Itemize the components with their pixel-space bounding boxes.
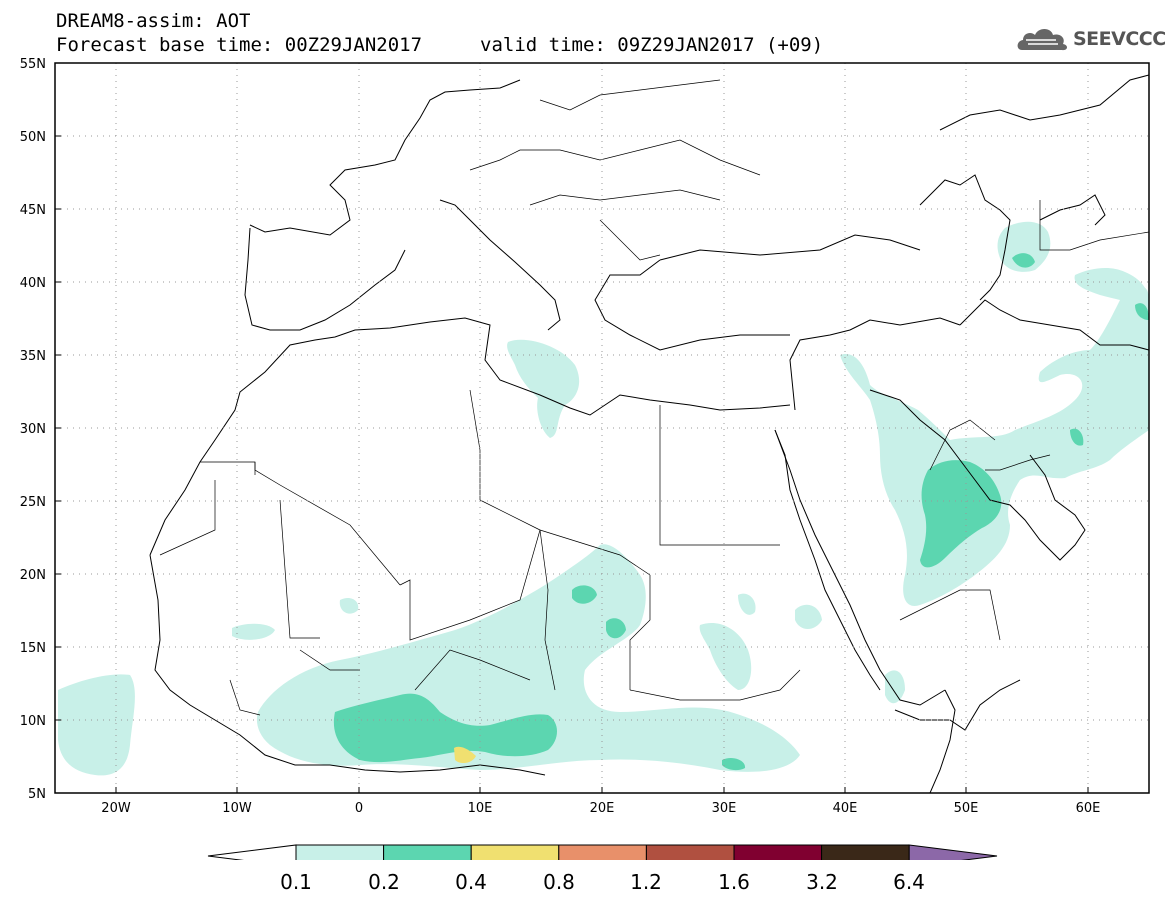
- lon-label: 60E: [1076, 801, 1101, 816]
- lon-label: 20W: [101, 801, 131, 816]
- lat-label: 50N: [20, 130, 46, 145]
- aot-level-0-4-shading: [454, 746, 476, 764]
- lon-label: 30E: [712, 801, 737, 816]
- lat-label: 5N: [28, 787, 46, 802]
- colorbar-box: [733, 844, 823, 860]
- lat-label: 30N: [20, 422, 46, 437]
- map-grid: [55, 63, 1149, 793]
- cloud-icon: [1017, 29, 1068, 51]
- logo-text: SEEVCCC: [1073, 28, 1165, 50]
- colorbar-label: 1.2: [630, 870, 662, 894]
- seevccc-logo: SEEVCCC: [1016, 24, 1165, 54]
- lat-label: 55N: [20, 57, 46, 72]
- colorbar-label: 0.4: [455, 870, 487, 894]
- lon-label: 0: [355, 801, 363, 816]
- lon-label: 50E: [954, 801, 979, 816]
- colorbar-label: 0.8: [543, 870, 575, 894]
- lat-label: 15N: [20, 641, 46, 656]
- aot-level-0-2-shading: [333, 253, 1149, 771]
- colorbar-lower-arrow: [207, 844, 297, 860]
- axis-ticks: [55, 62, 1089, 793]
- colorbar-label: 0.1: [280, 870, 312, 894]
- colorbar-box: [645, 844, 735, 860]
- aot-level-0-1-shading: [58, 221, 1149, 776]
- colorbar-box: [558, 844, 647, 860]
- aot-map: 55N 50N 45N 40N 35N 30N 25N 20N 15N 10N …: [20, 57, 1150, 860]
- lon-label: 10W: [222, 801, 252, 816]
- lon-label: 10E: [468, 801, 493, 816]
- colorbar-label: 0.2: [368, 870, 400, 894]
- coastlines-and-borders: [149, 74, 1149, 793]
- lat-label: 40N: [20, 276, 46, 291]
- colorbar-label: 6.4: [893, 870, 925, 894]
- colorbar-label: 3.2: [806, 870, 838, 894]
- lon-label: 40E: [833, 801, 858, 816]
- chart-title: DREAM8-assim: AOT: [56, 10, 251, 32]
- country-borders: [159, 79, 1149, 716]
- lat-label: 25N: [20, 495, 46, 510]
- latitude-labels: 55N 50N 45N 40N 35N 30N 25N 20N 15N 10N …: [20, 57, 46, 802]
- lat-label: 45N: [20, 203, 46, 218]
- valid-time: valid time: 09Z29JAN2017 (+09): [480, 34, 824, 56]
- lat-label: 35N: [20, 349, 46, 364]
- lat-label: 10N: [20, 714, 46, 729]
- longitude-labels: 20W 10W 0 10E 20E 30E 40E 50E 60E: [101, 801, 1100, 816]
- colorbar-box: [295, 844, 385, 860]
- colorbar-box: [470, 844, 560, 860]
- colorbar-upper-arrow: [908, 844, 998, 860]
- colorbar-box: [383, 844, 472, 860]
- lon-label: 20E: [590, 801, 615, 816]
- colorbar: [207, 844, 998, 860]
- forecast-base-time: Forecast base time: 00Z29JAN2017: [56, 34, 423, 56]
- colorbar-box: [821, 844, 910, 860]
- colorbar-label: 1.6: [718, 870, 750, 894]
- lat-label: 20N: [20, 568, 46, 583]
